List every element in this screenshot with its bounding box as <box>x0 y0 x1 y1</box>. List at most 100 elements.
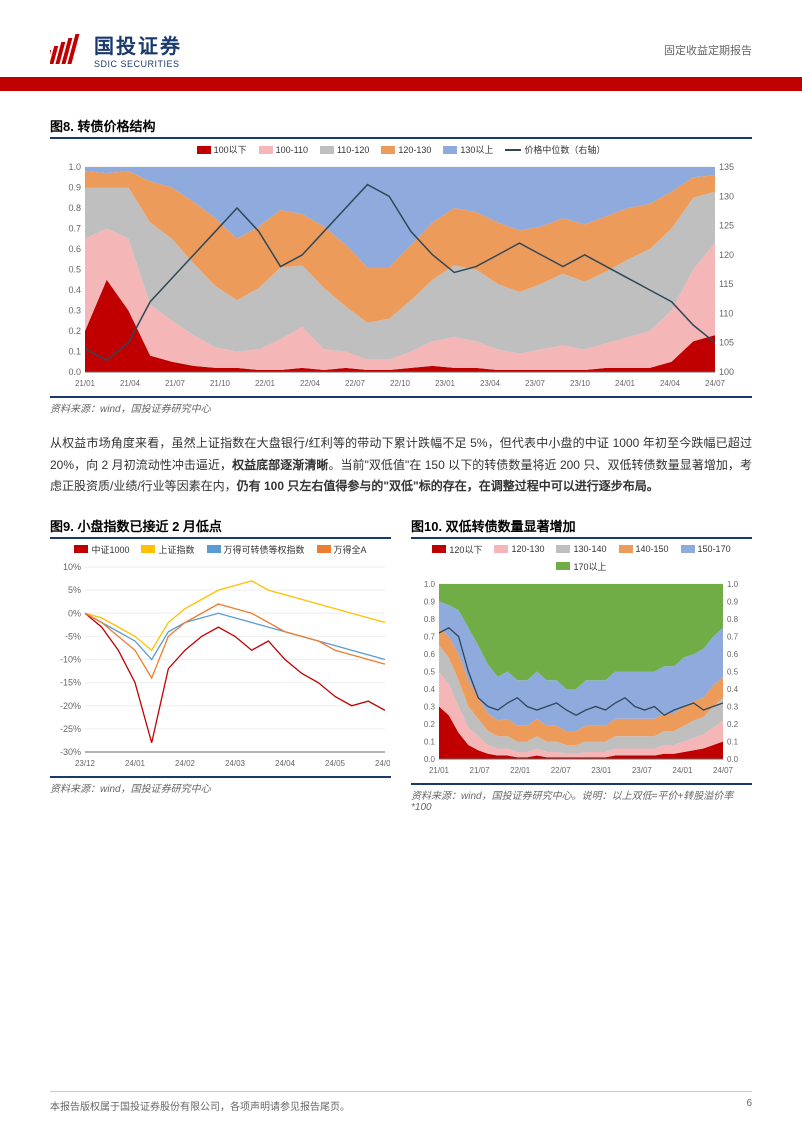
svg-text:0.5: 0.5 <box>424 667 436 676</box>
svg-text:-15%: -15% <box>60 677 81 687</box>
svg-text:110: 110 <box>719 308 733 318</box>
svg-text:24/07: 24/07 <box>713 766 734 775</box>
svg-text:0.2: 0.2 <box>68 326 81 336</box>
svg-text:0.9: 0.9 <box>424 597 436 606</box>
svg-text:115: 115 <box>719 279 733 289</box>
svg-text:10%: 10% <box>63 562 81 572</box>
svg-text:23/01: 23/01 <box>591 766 612 775</box>
svg-text:0.5: 0.5 <box>727 667 739 676</box>
fig8-legend: 100以下100-110110-120120-130130以上价格中位数（右轴） <box>50 143 752 156</box>
body-paragraph: 从权益市场角度来看，虽然上证指数在大盘银行/红利等的带动下累计跌幅不足 5%，但… <box>50 433 752 498</box>
svg-text:23/04: 23/04 <box>480 379 501 388</box>
svg-text:21/04: 21/04 <box>120 379 141 388</box>
svg-text:21/01: 21/01 <box>75 379 96 388</box>
logo-text-en: SDIC SECURITIES <box>94 59 182 69</box>
svg-text:0.9: 0.9 <box>727 597 739 606</box>
svg-text:0.3: 0.3 <box>727 702 739 711</box>
svg-text:22/07: 22/07 <box>551 766 572 775</box>
svg-text:24/02: 24/02 <box>175 759 196 768</box>
svg-text:135: 135 <box>719 162 734 172</box>
logo-text-cn: 国投证券 <box>94 30 182 59</box>
svg-text:-20%: -20% <box>60 701 81 711</box>
svg-text:24/05: 24/05 <box>325 759 346 768</box>
svg-text:24/04: 24/04 <box>660 379 681 388</box>
svg-text:0.4: 0.4 <box>424 685 436 694</box>
svg-text:0.4: 0.4 <box>68 285 81 295</box>
svg-text:0.3: 0.3 <box>424 702 436 711</box>
svg-text:0.1: 0.1 <box>727 737 739 746</box>
figure-10: 图10. 双低转债数量显著增加 120以下120-130130-140140-1… <box>411 516 752 831</box>
svg-text:24/01: 24/01 <box>672 766 693 775</box>
svg-text:-25%: -25% <box>60 724 81 734</box>
svg-text:24/01: 24/01 <box>615 379 636 388</box>
svg-text:22/01: 22/01 <box>510 766 531 775</box>
page-footer: 本报告版权属于国投证券股份有限公司，各项声明请参见报告尾页。 6 <box>50 1091 752 1113</box>
svg-text:0.2: 0.2 <box>424 720 436 729</box>
fig9-title: 图9. 小盘指数已接近 2 月低点 <box>50 516 391 539</box>
header-red-bar <box>0 77 802 91</box>
svg-text:0.8: 0.8 <box>727 615 739 624</box>
svg-text:125: 125 <box>719 221 734 231</box>
svg-text:0.8: 0.8 <box>68 203 81 213</box>
svg-text:0.8: 0.8 <box>424 615 436 624</box>
svg-text:0.6: 0.6 <box>424 650 436 659</box>
svg-text:24/03: 24/03 <box>225 759 246 768</box>
logo-icon <box>50 32 86 68</box>
svg-text:1.0: 1.0 <box>68 162 81 172</box>
svg-text:21/07: 21/07 <box>470 766 491 775</box>
svg-text:0.4: 0.4 <box>727 685 739 694</box>
svg-text:120: 120 <box>719 250 734 260</box>
svg-text:-10%: -10% <box>60 654 81 664</box>
svg-text:1.0: 1.0 <box>727 580 739 589</box>
svg-text:21/10: 21/10 <box>210 379 231 388</box>
svg-text:0.1: 0.1 <box>68 347 81 357</box>
svg-text:0.0: 0.0 <box>68 367 81 377</box>
figure-9: 图9. 小盘指数已接近 2 月低点 中证1000上证指数万得可转债等权指数万得全… <box>50 516 391 831</box>
report-category: 固定收益定期报告 <box>664 42 752 58</box>
svg-text:24/07: 24/07 <box>705 379 726 388</box>
svg-text:0.3: 0.3 <box>68 306 81 316</box>
svg-text:23/12: 23/12 <box>75 759 96 768</box>
svg-text:21/01: 21/01 <box>429 766 450 775</box>
fig10-source: 资料来源：wind，国投证券研究中心。说明：以上双低=平价+转股溢价率*100 <box>411 783 752 813</box>
svg-text:0.7: 0.7 <box>727 632 739 641</box>
fig8-title: 图8. 转债价格结构 <box>50 116 752 139</box>
svg-text:0.6: 0.6 <box>68 244 81 254</box>
svg-text:130: 130 <box>719 191 734 201</box>
svg-text:22/01: 22/01 <box>255 379 276 388</box>
svg-text:23/07: 23/07 <box>632 766 653 775</box>
svg-text:0.0: 0.0 <box>424 755 436 764</box>
svg-text:0.6: 0.6 <box>727 650 739 659</box>
svg-text:21/07: 21/07 <box>165 379 186 388</box>
fig9-chart: -30% -25% -20% -15% -10% -5% 0% 5% 10% 23/12 24/01… <box>50 562 390 772</box>
svg-text:24/04: 24/04 <box>275 759 296 768</box>
svg-text:5%: 5% <box>68 585 81 595</box>
svg-text:22/10: 22/10 <box>390 379 411 388</box>
figure-8: 图8. 转债价格结构 100以下100-110110-120120-130130… <box>50 116 752 415</box>
svg-text:0.9: 0.9 <box>68 183 81 193</box>
fig9-source: 资料来源：wind，国投证券研究中心 <box>50 776 391 795</box>
svg-text:0.7: 0.7 <box>68 224 81 234</box>
svg-text:23/07: 23/07 <box>525 379 546 388</box>
fig10-chart: 0.00.00.10.10.20.20.30.30.40.40.50.50.60… <box>411 579 751 779</box>
svg-text:105: 105 <box>719 338 734 348</box>
svg-text:24/06: 24/06 <box>375 759 390 768</box>
fig10-title: 图10. 双低转债数量显著增加 <box>411 516 752 539</box>
svg-text:-30%: -30% <box>60 747 81 757</box>
svg-text:22/07: 22/07 <box>345 379 366 388</box>
fig9-legend: 中证1000上证指数万得可转债等权指数万得全A <box>50 543 391 556</box>
company-logo: 国投证券 SDIC SECURITIES <box>50 30 182 69</box>
svg-text:1.0: 1.0 <box>424 580 436 589</box>
fig10-legend: 120以下120-130130-140140-150150-170170以上 <box>411 543 752 573</box>
svg-text:0%: 0% <box>68 608 81 618</box>
svg-text:23/10: 23/10 <box>570 379 591 388</box>
svg-text:0.2: 0.2 <box>727 720 739 729</box>
svg-text:23/01: 23/01 <box>435 379 456 388</box>
page-number: 6 <box>746 1098 752 1113</box>
svg-text:22/04: 22/04 <box>300 379 321 388</box>
svg-text:0.1: 0.1 <box>424 737 436 746</box>
footer-copyright: 本报告版权属于国投证券股份有限公司，各项声明请参见报告尾页。 <box>50 1098 350 1113</box>
svg-text:-5%: -5% <box>65 631 81 641</box>
svg-text:24/01: 24/01 <box>125 759 146 768</box>
svg-text:0.7: 0.7 <box>424 632 436 641</box>
